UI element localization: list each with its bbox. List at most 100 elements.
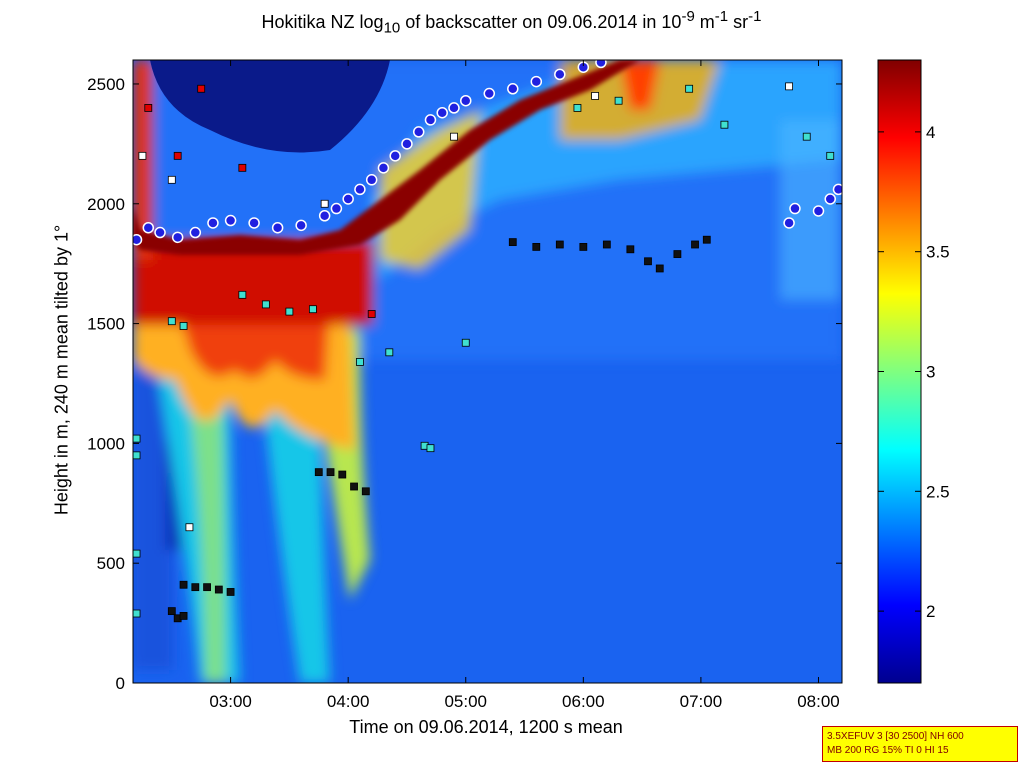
black-square-marker: [179, 612, 188, 620]
title-exp-1: -9: [681, 8, 695, 25]
cloud-base-circle-marker: [812, 205, 825, 217]
x-tick-label: 07:00: [680, 692, 723, 711]
x-tick-label: 04:00: [327, 692, 370, 711]
x-axis: 03:00 04:00 05:00 06:00 07:00 08:00: [209, 60, 840, 711]
plot-frame: [132, 59, 843, 684]
cyan-square-marker: [179, 322, 188, 330]
black-square-marker: [361, 487, 370, 496]
y-tick-label: 1000: [87, 434, 125, 453]
cloud-base-circle-marker: [133, 233, 143, 246]
cloud-base-circle-marker: [389, 150, 401, 162]
x-axis-label: Time on 09.06.2014, 1200 s mean: [349, 717, 623, 737]
title-sub: 10: [383, 19, 401, 37]
red-square-marker: [367, 310, 376, 318]
info-line-2: MB 200 RG 15% TI 0 HI 15: [827, 745, 949, 756]
settings-info-box: 3.5XEFUV 3 [30 2500] NH 600 MB 200 RG 15…: [822, 726, 1018, 762]
black-square-marker: [214, 585, 223, 594]
title-exp-2: -1: [714, 8, 729, 25]
white-square-marker: [591, 92, 599, 100]
white-square-marker: [185, 523, 194, 532]
red-square-marker: [173, 151, 182, 160]
cloud-base-circle-marker: [789, 202, 801, 215]
title-text-2: of backscatter on 09.06.2014 in 10: [400, 12, 682, 32]
y-tick-label: 2000: [87, 195, 125, 214]
black-square-marker: [338, 470, 347, 479]
cyan-square-marker: [133, 451, 141, 460]
cyan-square-marker: [826, 151, 835, 160]
red-square-marker: [197, 84, 206, 93]
cloud-base-circle-marker: [595, 60, 607, 69]
cyan-square-marker: [167, 317, 176, 326]
black-square-marker: [602, 240, 611, 249]
black-square-marker: [226, 588, 235, 596]
cyan-square-marker: [238, 290, 247, 299]
cyan-square-marker: [385, 348, 394, 357]
cloud-base-circle-marker: [295, 219, 307, 232]
black-square-marker: [326, 468, 335, 477]
black-square-marker: [179, 580, 188, 589]
black-square-marker: [691, 240, 699, 249]
white-square-marker: [167, 175, 176, 184]
colorbar-tick-label: 3.5: [926, 243, 950, 262]
cloud-base-circle-marker: [330, 202, 343, 215]
cloud-base-circle-marker: [342, 193, 354, 205]
white-square-marker: [450, 132, 458, 141]
cloud-base-circle-marker: [318, 210, 331, 222]
black-square-marker: [350, 482, 358, 491]
title-text-1: Hokitika NZ log: [261, 12, 384, 32]
title-unit-sr: sr: [728, 12, 749, 32]
cloud-base-circle-marker: [401, 138, 413, 150]
cloud-base-circle-marker: [224, 214, 237, 227]
cyan-square-marker: [308, 305, 317, 314]
black-square-marker: [655, 264, 664, 273]
info-line-1: 3.5XEFUV 3 [30 2500] NH 600: [827, 731, 964, 742]
colorbar-gradient: [878, 60, 921, 683]
cyan-marker-group: [133, 84, 835, 618]
colorbar-tick-label: 3: [926, 363, 935, 382]
cloud-base-circle-marker: [377, 162, 390, 174]
cyan-square-marker: [285, 307, 294, 316]
cyan-square-marker: [802, 132, 811, 141]
black-square-marker: [673, 250, 682, 258]
cyan-square-marker: [133, 609, 141, 618]
cloud-base-circle-marker: [530, 75, 543, 88]
black-square-marker: [644, 257, 652, 266]
white-square-marker: [785, 82, 793, 91]
cloud-base-circle-marker: [554, 68, 566, 81]
x-tick-label: 08:00: [797, 692, 840, 711]
cloud-base-circle-marker: [824, 193, 836, 205]
black-square-marker: [203, 583, 211, 592]
cloud-base-circle-marker: [207, 217, 219, 229]
cloud-base-circle-marker: [412, 126, 425, 138]
cyan-square-marker: [573, 104, 582, 112]
colorbar-tick-label: 2: [926, 602, 935, 621]
cyan-square-marker: [133, 434, 141, 443]
cloud-base-circle-marker: [354, 183, 366, 196]
cloud-base-circle-marker: [483, 87, 496, 100]
y-tick-label: 500: [97, 554, 125, 573]
y-axis-label: Height in m, 240 m mean tilted by 1°: [51, 224, 72, 516]
y-tick-label: 1500: [87, 315, 125, 334]
y-axis: 0 500 1000 1500 2000 2500: [87, 75, 842, 693]
x-tick-label: 05:00: [444, 692, 487, 711]
title-unit-m: m: [694, 12, 715, 32]
white-marker-group: [138, 82, 793, 532]
colorbar: 2 2.5 3 3.5 4: [877, 59, 950, 684]
x-tick-label: 06:00: [562, 692, 605, 711]
black-square-marker: [191, 583, 200, 592]
black-square-marker: [508, 238, 517, 247]
red-marker-group: [144, 84, 376, 318]
black-square-marker: [167, 607, 176, 616]
cyan-square-marker: [461, 338, 470, 347]
black-square-marker: [555, 240, 564, 249]
colorbar-tick-label: 4: [926, 123, 935, 142]
colorbar-tick-label: 2.5: [926, 482, 950, 501]
cloud-base-circle-marker: [459, 94, 472, 107]
cloud-base-circle-marker: [271, 221, 284, 234]
black-square-marker: [532, 242, 541, 251]
black-square-marker: [702, 235, 711, 244]
y-tick-label: 2500: [87, 75, 125, 94]
black-square-marker: [626, 245, 635, 254]
cyan-square-marker: [133, 549, 141, 558]
title-exp-3: -1: [748, 8, 762, 25]
